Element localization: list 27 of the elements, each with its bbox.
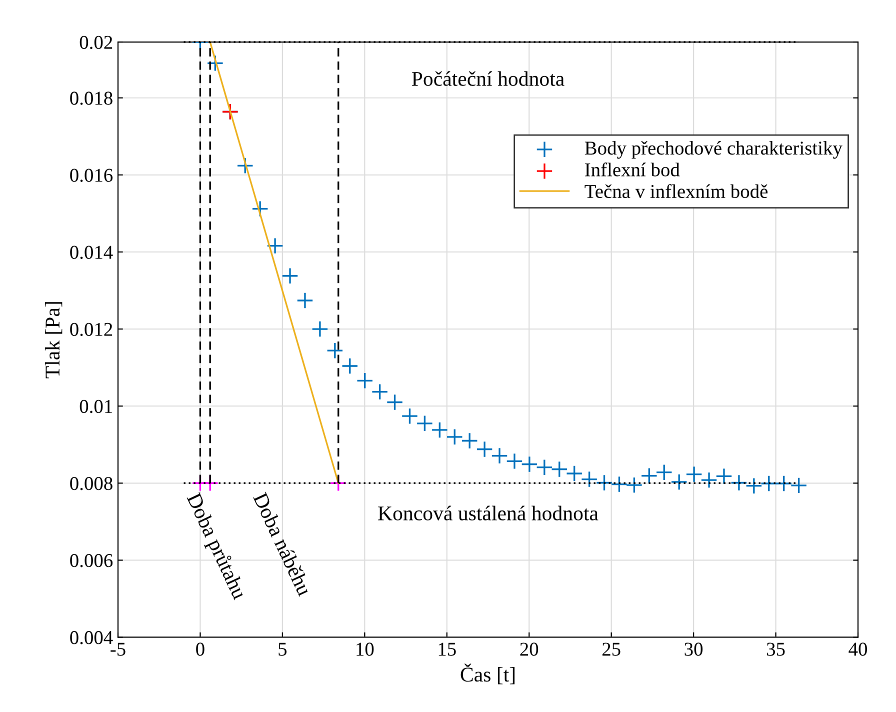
legend-label: Inflexní bod <box>585 162 680 176</box>
annotation: Doba náběhu <box>252 491 313 597</box>
x-tick-label: 20 <box>520 642 538 656</box>
y-tick-label: 0.016 <box>70 168 113 182</box>
y-tick-label: 0.006 <box>70 554 113 568</box>
x-tick-label: 30 <box>684 642 703 656</box>
y-tick-label: 0.014 <box>70 246 113 259</box>
x-tick-label: 15 <box>438 642 456 656</box>
x-tick-label: 25 <box>602 642 620 656</box>
legend-label: Body přechodové charakteristiky <box>584 140 842 159</box>
y-tick-label: 0.008 <box>70 476 112 490</box>
x-tick-label: 0 <box>196 642 204 656</box>
y-tick-label: 0.012 <box>70 322 112 336</box>
y-tick-label: 0.018 <box>70 92 112 105</box>
y-tick-label: 0.01 <box>80 400 112 414</box>
x-tick-label: -5 <box>110 642 126 656</box>
y-axis-title: Tlak [Pa] <box>44 302 62 378</box>
y-tick-label: 0.004 <box>70 631 113 644</box>
x-tick-label: 40 <box>848 642 867 656</box>
legend-label: Tečna v inflexním bodě <box>584 184 768 198</box>
annotation: Počáteční hodnota <box>412 71 564 86</box>
y-tick-label: 0.02 <box>80 36 112 50</box>
annotation: Koncová ustálená hodnota <box>378 506 598 520</box>
x-tick-label: 10 <box>356 642 374 656</box>
x-tick-label: 5 <box>278 642 287 656</box>
x-axis-title: Čas [t] <box>460 664 515 684</box>
x-tick-label: 35 <box>766 642 785 656</box>
